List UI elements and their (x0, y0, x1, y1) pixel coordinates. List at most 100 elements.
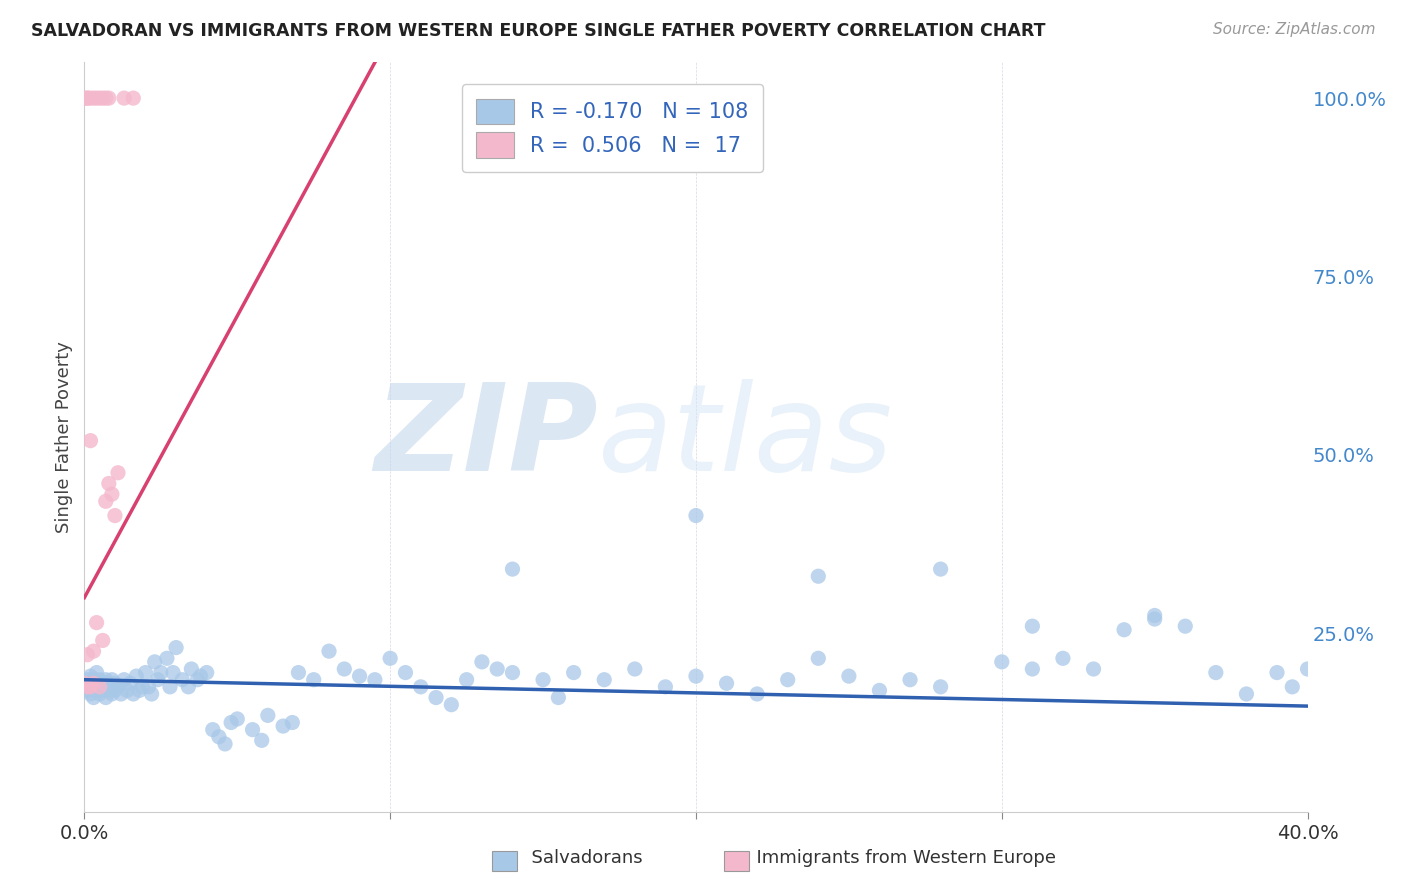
Point (180, 662, 202, 676)
Point (143, 655, 166, 669)
Point (89, 680, 111, 694)
Point (138, 680, 160, 694)
Point (186, 673, 208, 687)
Point (177, 680, 200, 694)
Point (135, 665, 157, 680)
Point (685, 669, 707, 683)
Point (86, 665, 108, 680)
Point (83, 673, 105, 687)
Point (190, 669, 212, 683)
Point (79, 669, 101, 683)
Point (94, 690, 117, 705)
Point (107, 466, 129, 480)
Point (79, 91, 101, 105)
Point (162, 665, 184, 680)
Point (1236, 687, 1258, 701)
Point (380, 651, 402, 665)
Point (1083, 662, 1105, 676)
Point (195, 665, 218, 680)
Point (226, 712, 249, 726)
Point (716, 676, 738, 690)
Point (1114, 623, 1136, 637)
Point (86, 91, 108, 105)
Point (409, 680, 432, 694)
Point (83, 644, 105, 658)
Point (97, 476, 120, 491)
Point (115, 683, 138, 698)
Point (83, 91, 105, 105)
Point (624, 662, 647, 676)
Point (165, 640, 187, 655)
Point (76, 648, 98, 662)
Point (141, 687, 163, 701)
Point (91, 633, 114, 648)
Point (89, 687, 111, 701)
Point (219, 715, 242, 730)
Point (110, 687, 132, 701)
Point (94, 91, 117, 105)
Point (250, 733, 273, 747)
Point (349, 669, 371, 683)
Text: Salvadorans: Salvadorans (520, 849, 643, 867)
Point (486, 662, 509, 676)
Point (91, 683, 114, 698)
Point (79, 680, 101, 694)
Point (776, 673, 799, 687)
Point (159, 680, 181, 694)
Point (97, 676, 120, 690)
Point (271, 719, 294, 733)
Point (562, 665, 585, 680)
Point (76, 680, 98, 694)
Point (1143, 612, 1166, 626)
Point (122, 687, 145, 701)
Point (76, 673, 98, 687)
Point (869, 683, 891, 698)
Point (394, 665, 416, 680)
Point (333, 662, 356, 676)
Point (73, 676, 96, 690)
Text: SALVADORAN VS IMMIGRANTS FROM WESTERN EUROPE SINGLE FATHER POVERTY CORRELATION C: SALVADORAN VS IMMIGRANTS FROM WESTERN EU… (31, 22, 1046, 40)
Point (101, 687, 124, 701)
Point (257, 708, 280, 723)
Point (76, 91, 98, 105)
Point (1296, 662, 1319, 676)
Point (89, 91, 111, 105)
Point (807, 651, 830, 665)
Point (101, 673, 124, 687)
Point (104, 508, 127, 523)
Point (807, 569, 830, 583)
Point (91, 676, 114, 690)
Point (281, 715, 304, 730)
Point (471, 655, 494, 669)
Point (440, 698, 463, 712)
Point (685, 508, 707, 523)
Point (83, 676, 105, 690)
Text: Source: ZipAtlas.com: Source: ZipAtlas.com (1212, 22, 1375, 37)
Point (86, 615, 108, 630)
Point (1021, 619, 1043, 633)
Point (131, 680, 153, 694)
Point (89, 680, 111, 694)
Text: Immigrants from Western Europe: Immigrants from Western Europe (745, 849, 1056, 867)
Point (120, 676, 142, 690)
Point (101, 487, 124, 501)
Point (208, 730, 231, 744)
Point (156, 651, 179, 665)
Point (79, 676, 101, 690)
Point (122, 91, 145, 105)
Point (73, 680, 96, 694)
Point (112, 91, 135, 105)
Point (1174, 619, 1197, 633)
Legend: R = -0.170   N = 108, R =  0.506   N =  17: R = -0.170 N = 108, R = 0.506 N = 17 (461, 84, 763, 172)
Point (112, 673, 135, 687)
Point (214, 737, 236, 751)
Point (76, 91, 98, 105)
Point (149, 665, 172, 680)
Point (502, 562, 524, 576)
Point (107, 680, 129, 694)
Point (1205, 665, 1227, 680)
Point (97, 91, 120, 105)
Point (94, 494, 117, 508)
Point (929, 562, 952, 576)
Point (425, 690, 447, 705)
